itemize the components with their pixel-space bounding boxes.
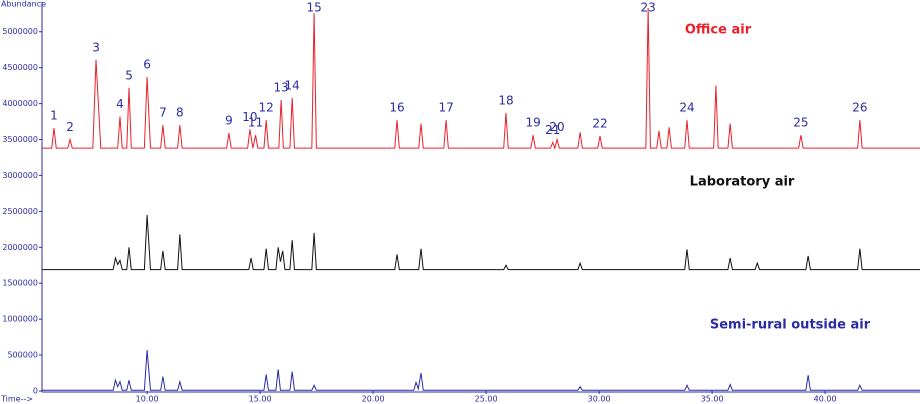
series-name: Laboratory air — [690, 175, 795, 190]
peak-label: 5 — [125, 68, 133, 82]
x-tick-label: 10.00 — [136, 395, 159, 404]
y-tick-label: 3500000 — [2, 135, 38, 144]
x-tick-label: 25.00 — [475, 395, 498, 404]
peak-label: 8 — [176, 106, 184, 120]
y-tick-label: 3000000 — [2, 171, 38, 180]
peak-label: 3 — [92, 40, 100, 54]
peak-label: 26 — [852, 101, 867, 115]
peak-label: 4 — [116, 97, 124, 111]
peak-label: 24 — [679, 101, 694, 115]
peak-label: 16 — [389, 101, 404, 115]
peak-label: 1 — [50, 109, 58, 123]
peak-label: 25 — [793, 116, 808, 130]
x-tick-label: 35.00 — [701, 395, 724, 404]
x-tick-label: 30.00 — [588, 395, 611, 404]
y-tick-label: 1000000 — [2, 315, 38, 324]
y-tick-label: 0 — [33, 387, 38, 396]
y-tick-label: 1500000 — [2, 279, 38, 288]
peak-label: 7 — [159, 106, 167, 120]
peak-label: 2 — [66, 120, 74, 134]
peak-label: 20 — [549, 120, 564, 134]
x-tick-label: 40.00 — [814, 395, 837, 404]
peak-label: 13 — [273, 81, 288, 95]
trace — [42, 8, 920, 150]
y-tick-label: 2500000 — [2, 207, 38, 216]
peak-label: 22 — [592, 116, 607, 130]
trace — [42, 349, 920, 391]
peak-label: 23 — [640, 1, 655, 15]
trace — [42, 214, 920, 271]
peak-label: 12 — [259, 101, 274, 115]
peak-label: 10 — [242, 110, 257, 124]
y-tick-label: 4500000 — [2, 63, 38, 72]
series-name: Office air — [685, 23, 752, 38]
peak-label: 14 — [285, 78, 300, 92]
plot-area — [42, 8, 920, 391]
peak-label: 21 — [545, 123, 560, 137]
series-name: Semi-rural outside air — [710, 318, 871, 333]
y-tick-label: 500000 — [7, 351, 38, 360]
x-axis-label: Time--> — [0, 395, 33, 404]
y-tick-label: 4000000 — [2, 99, 38, 108]
peak-label: 6 — [143, 58, 151, 72]
peak-label: 19 — [525, 116, 540, 130]
y-tick-label: 2000000 — [2, 243, 38, 252]
peak-label: 17 — [438, 101, 453, 115]
peak-label: 11 — [248, 116, 263, 130]
peak-label: 9 — [225, 114, 233, 128]
peak-label: 18 — [498, 93, 513, 107]
y-axis-label: Abundance — [1, 0, 46, 9]
x-tick-label: 20.00 — [362, 395, 385, 404]
x-tick-label: 15.00 — [249, 395, 272, 404]
y-tick-label: 5000000 — [2, 27, 38, 36]
peak-label: 15 — [306, 1, 321, 15]
